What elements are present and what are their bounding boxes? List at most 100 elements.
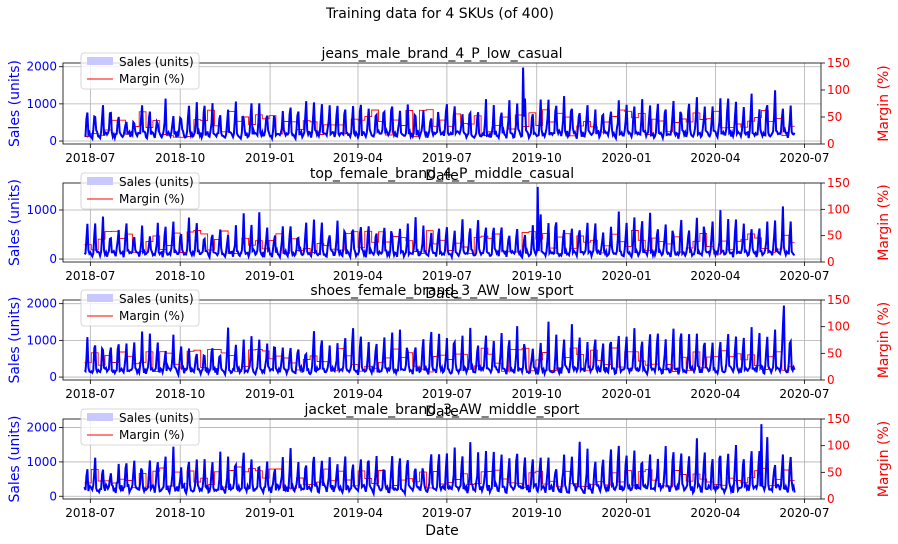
y-left-tick-label: 1000: [26, 333, 57, 347]
y-left-axis-label: Sales (units): [7, 415, 23, 502]
y-right-tick-label: 0: [827, 137, 835, 151]
x-tick-label: 2018-10: [155, 387, 205, 401]
x-tick-label: 2018-07: [65, 387, 115, 401]
x-tick-label: 2020-07: [779, 506, 829, 520]
legend-sales-label: Sales (units): [119, 175, 194, 189]
x-axis-label: Date: [425, 168, 458, 184]
x-tick-label: 2020-04: [690, 387, 740, 401]
y-right-axis-label: Margin (%): [876, 302, 892, 379]
x-tick-label: 2020-07: [779, 269, 829, 283]
x-tick-label: 2019-07: [422, 506, 472, 520]
x-tick-label: 2018-07: [65, 151, 115, 165]
legend: Sales (units) Margin (%): [80, 52, 200, 90]
legend-margin-label: Margin (%): [119, 309, 185, 323]
y-right-tick-label: 50: [827, 465, 842, 479]
y-left-tick-label: 0: [49, 252, 57, 266]
x-tick-label: 2018-10: [155, 269, 205, 283]
x-axis-label: Date: [425, 404, 458, 420]
x-axis-label: Date: [425, 523, 458, 539]
legend-sales-label: Sales (units): [119, 411, 194, 425]
x-tick-label: 2019-07: [422, 151, 472, 165]
y-right-tick-label: 100: [827, 439, 850, 453]
y-left-axis-label: Sales (units): [7, 60, 23, 147]
x-tick-label: 2019-01: [245, 387, 295, 401]
y-left-tick-label: 2000: [26, 421, 57, 435]
sales-series-line: [83, 424, 796, 498]
x-tick-label: 2019-01: [245, 269, 295, 283]
y-left-tick-label: 2000: [26, 297, 57, 311]
x-tick-label: 2020-04: [690, 269, 740, 283]
y-left-tick-label: 0: [49, 370, 57, 384]
figure-suptitle: Training data for 4 SKUs (of 400): [325, 6, 554, 22]
x-tick-label: 2018-10: [155, 506, 205, 520]
subplot-3: shoes_female_brand_3_AW_low_sport 2018-07…: [7, 283, 892, 420]
sales-series-line: [83, 186, 796, 261]
subplot-1: jeans_male_brand_4_P_low_casual 2018-07 20…: [7, 46, 892, 184]
y-right-tick-label: 50: [827, 346, 842, 360]
legend: Sales (units) Margin (%): [80, 408, 200, 446]
legend: Sales (units) Margin (%): [80, 172, 200, 210]
y-right-tick-label: 150: [827, 412, 850, 426]
x-tick-label: 2019-04: [333, 506, 383, 520]
y-left-tick-label: 2000: [26, 60, 57, 74]
subplot-title: jeans_male_brand_4_P_low_casual: [320, 46, 562, 62]
x-tick-label: 2019-10: [512, 151, 562, 165]
x-tick-label: 2020-01: [602, 269, 652, 283]
subplot-title: top_female_brand_4_P_middle_casual: [310, 166, 574, 182]
x-tick-label: 2019-07: [422, 269, 472, 283]
y-right-tick-label: 0: [827, 492, 835, 506]
y-right-tick-label: 0: [827, 373, 835, 387]
y-left-tick-label: 1000: [26, 97, 57, 111]
y-left-axis-label: Sales (units): [7, 296, 23, 383]
legend-sales-swatch: [87, 413, 113, 421]
sales-series-line: [83, 305, 796, 379]
subplot-panels: jeans_male_brand_4_P_low_casual 2018-07 20…: [7, 46, 892, 539]
x-tick-label: 2018-10: [155, 151, 205, 165]
y-left-axis-label: Sales (units): [7, 179, 23, 266]
y-right-axis-label: Margin (%): [876, 184, 892, 261]
x-tick-label: 2020-04: [690, 151, 740, 165]
x-tick-label: 2019-04: [333, 387, 383, 401]
y-left-tick-label: 0: [49, 134, 57, 148]
y-left-tick-label: 0: [49, 489, 57, 503]
y-right-tick-label: 150: [827, 56, 850, 70]
x-tick-label: 2019-10: [512, 387, 562, 401]
y-right-tick-label: 100: [827, 202, 850, 216]
legend-sales-swatch: [87, 177, 113, 185]
subplot-4: jacket_male_brand_3_AW_middle_sport 2018-…: [7, 402, 892, 539]
legend-sales-label: Sales (units): [119, 55, 194, 69]
y-right-tick-label: 0: [827, 255, 835, 269]
y-left-tick-label: 1000: [26, 203, 57, 217]
legend-margin-label: Margin (%): [119, 192, 185, 206]
legend: Sales (units) Margin (%): [80, 289, 200, 327]
x-tick-label: 2019-10: [512, 506, 562, 520]
y-right-tick-label: 100: [827, 320, 850, 334]
x-tick-label: 2020-07: [779, 387, 829, 401]
x-tick-label: 2020-07: [779, 151, 829, 165]
y-right-tick-label: 50: [827, 229, 842, 243]
subplot-title: jacket_male_brand_3_AW_middle_sport: [304, 402, 580, 418]
x-tick-label: 2019-04: [333, 269, 383, 283]
y-left-tick-label: 1000: [26, 455, 57, 469]
axes-frame: [62, 182, 822, 263]
y-right-tick-label: 100: [827, 83, 850, 97]
y-right-axis-label: Margin (%): [876, 421, 892, 498]
x-tick-label: 2020-01: [602, 387, 652, 401]
x-tick-label: 2019-01: [245, 151, 295, 165]
y-right-tick-label: 150: [827, 176, 850, 190]
subplot-title: shoes_female_brand_3_AW_low_sport: [310, 283, 574, 299]
legend-margin-label: Margin (%): [119, 428, 185, 442]
y-right-axis-label: Margin (%): [876, 65, 892, 142]
x-tick-label: 2018-07: [65, 269, 115, 283]
legend-sales-swatch: [87, 57, 113, 65]
sales-series-line: [84, 67, 796, 143]
x-tick-label: 2018-07: [65, 506, 115, 520]
x-tick-label: 2020-01: [602, 506, 652, 520]
x-tick-label: 2019-07: [422, 387, 472, 401]
y-right-tick-label: 150: [827, 293, 850, 307]
legend-sales-label: Sales (units): [119, 292, 194, 306]
x-tick-label: 2020-01: [602, 151, 652, 165]
x-axis-label: Date: [425, 286, 458, 302]
axes-frame: [62, 418, 822, 500]
